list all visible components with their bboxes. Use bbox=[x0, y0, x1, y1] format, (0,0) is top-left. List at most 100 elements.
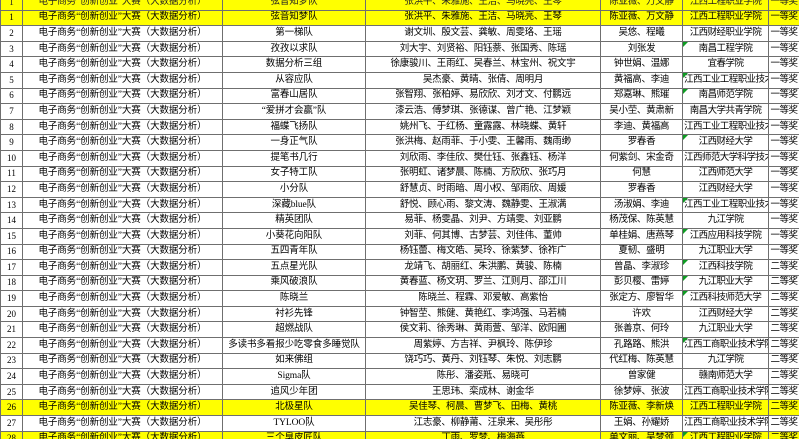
table-row[interactable]: 22 电子商务“创新创业”大赛（大数据分析） 多读书多看报少吃零食多睡觉队 周紫婷、方… bbox=[0, 337, 799, 354]
cell-ins[interactable]: 刘张发 bbox=[600, 40, 683, 58]
cell-idx[interactable]: 24 bbox=[0, 368, 23, 385]
cell-idx[interactable]: 1 bbox=[0, 0, 23, 11]
table-row[interactable]: 27 电子商务“创新创业”大赛（大数据分析） TYLOO队 江志豪、柳静莆、汪泉来、吴… bbox=[0, 415, 799, 432]
cell-sch[interactable]: 赣南师范大学 bbox=[682, 368, 769, 385]
cell-comp[interactable]: 电子商务“创新创业”大赛（大数据分析） bbox=[22, 430, 223, 439]
cell-awd[interactable]: 一等奖 bbox=[768, 0, 799, 11]
cell-sch[interactable]: 九江职业大学 bbox=[682, 243, 769, 261]
cell-team[interactable]: 多读书多看报少吃零食多睡觉队 bbox=[222, 337, 366, 354]
table-row[interactable]: 8 电子商务“创新创业”大赛（大数据分析） 福蝶飞扬队 姚州飞、于红杨、童露露、林晓蝶… bbox=[0, 118, 799, 136]
cell-team[interactable]: 小葵花向阳队 bbox=[222, 227, 366, 245]
cell-team[interactable]: 精英团队 bbox=[222, 212, 366, 229]
cell-sch[interactable]: 九江学院 bbox=[682, 352, 769, 370]
cell-ins[interactable]: 许欢 bbox=[600, 305, 683, 323]
cell-comp[interactable]: 电子商务“创新创业”大赛（大数据分析） bbox=[22, 399, 223, 417]
table-row[interactable]: 4 电子商务“创新创业”大赛（大数据分析） 数据分析三组 徐康骏川、王雨红、吴春兰、林… bbox=[0, 56, 799, 73]
cell-mem[interactable]: 侯文莉、徐秀琳、黄雨萱、邹洋、欧阳圃 bbox=[365, 321, 601, 339]
table-row[interactable]: 19 电子商务“创新创业”大赛（大数据分析） 陈晓兰 陈晓兰、程霖、邓爱敏、高紫怡 张定… bbox=[0, 290, 799, 307]
cell-mem[interactable]: 吴佳琴、柯晨、曹梦飞、田梅、黄桃 bbox=[365, 399, 601, 417]
cell-team[interactable]: 追风少年团 bbox=[222, 383, 366, 401]
cell-ins[interactable]: 陈亚薇、万文静 bbox=[600, 0, 683, 11]
table-row[interactable]: 16 电子商务“创新创业”大赛（大数据分析） 五四青年队 杨钰蕾、梅文皓、吴玲、徐紫梦… bbox=[0, 243, 799, 261]
cell-ins[interactable]: 代红梅、陈英慧 bbox=[600, 352, 683, 370]
cell-team[interactable]: 深藏blue队 bbox=[222, 196, 366, 214]
cell-team[interactable]: 北极星队 bbox=[222, 399, 366, 417]
cell-team[interactable]: 如来佛组 bbox=[222, 352, 366, 370]
cell-sch[interactable]: 南昌师范学院 bbox=[682, 87, 769, 105]
cell-ins[interactable]: 杨茂保、陈英慧 bbox=[600, 212, 683, 229]
cell-team[interactable]: TYLOO队 bbox=[222, 415, 366, 432]
table-row[interactable]: 21 电子商务“创新创业”大赛（大数据分析） 超燃战队 侯文莉、徐秀琳、黄雨萱、邹洋、… bbox=[0, 321, 799, 339]
cell-awd[interactable]: 一等奖 bbox=[768, 9, 799, 27]
cell-sch[interactable]: 江西师范大学 bbox=[682, 165, 769, 183]
table-row[interactable]: 2 电子商务“创新创业”大赛（大数据分析） 第一梯队 谢文圳、殷文芸、龚敏、周雯珞、王… bbox=[0, 25, 799, 42]
cell-idx[interactable]: 10 bbox=[0, 149, 23, 167]
cell-idx[interactable]: 19 bbox=[0, 290, 23, 307]
cell-team[interactable]: 孜孜以求队 bbox=[222, 40, 366, 58]
cell-sch[interactable]: 江西工程职业学院 bbox=[682, 430, 769, 439]
cell-idx[interactable]: 23 bbox=[0, 352, 23, 370]
table-row[interactable]: 12 电子商务“创新创业”大赛（大数据分析） 小分队 舒慧贞、时雨暗、周小权、邹雨欣、… bbox=[0, 181, 799, 198]
cell-awd[interactable]: 一等奖 bbox=[768, 71, 799, 89]
cell-idx[interactable]: 22 bbox=[0, 337, 23, 354]
cell-mem[interactable]: 刘大宇、刘贤裕、阳钰萘、张国秀、陈瑶 bbox=[365, 40, 601, 58]
cell-awd[interactable]: 二等奖 bbox=[768, 430, 799, 439]
table-row[interactable]: 1 电子商务“创新创业”大赛（大数据分析） 弦音知梦队 张洪平、朱雅施、王洁、马晓亮、… bbox=[0, 0, 799, 11]
cell-comp[interactable]: 电子商务“创新创业”大赛（大数据分析） bbox=[22, 227, 223, 245]
cell-sch[interactable]: 江西科技师范大学 bbox=[682, 290, 769, 307]
cell-comp[interactable]: 电子商务“创新创业”大赛（大数据分析） bbox=[22, 40, 223, 58]
cell-team[interactable]: 超燃战队 bbox=[222, 321, 366, 339]
cell-team[interactable]: 小分队 bbox=[222, 181, 366, 198]
cell-sch[interactable]: 江西工商职业技术学院 bbox=[682, 337, 769, 354]
cell-awd[interactable]: 一等奖 bbox=[768, 196, 799, 214]
cell-sch[interactable]: 江西工商职业技术学院 bbox=[682, 415, 769, 432]
cell-ins[interactable]: 彭贝樱、雷婷 bbox=[600, 274, 683, 292]
cell-ins[interactable]: 罗春香 bbox=[600, 134, 683, 151]
cell-idx[interactable]: 15 bbox=[0, 227, 23, 245]
cell-awd[interactable]: 二等奖 bbox=[768, 259, 799, 276]
cell-mem[interactable]: 谢文圳、殷文芸、龚敏、周雯珞、王瑶 bbox=[365, 25, 601, 42]
cell-comp[interactable]: 电子商务“创新创业”大赛（大数据分析） bbox=[22, 305, 223, 323]
cell-awd[interactable]: 二等奖 bbox=[768, 352, 799, 370]
table-row[interactable]: 20 电子商务“创新创业”大赛（大数据分析） 衬衫先锋 钟智茔、熊健、黄艳红、李鸿强、… bbox=[0, 305, 799, 323]
cell-team[interactable]: 乘风破浪队 bbox=[222, 274, 366, 292]
table-row[interactable]: 11 电子商务“创新创业”大赛（大数据分析） 女子特工队 张明虹、诸梦晨、陈楠、方欣欣… bbox=[0, 165, 799, 183]
cell-mem[interactable]: 饶巧巧、黄丹、刘钰琴、朱悦、刘志鹏 bbox=[365, 352, 601, 370]
cell-team[interactable]: 五四青年队 bbox=[222, 243, 366, 261]
cell-mem[interactable]: 舒慧贞、时雨暗、周小权、邹雨欣、周媛 bbox=[365, 181, 601, 198]
cell-comp[interactable]: 电子商务“创新创业”大赛（大数据分析） bbox=[22, 259, 223, 276]
cell-awd[interactable]: 二等奖 bbox=[768, 368, 799, 385]
table-row[interactable]: 6 电子商务“创新创业”大赛（大数据分析） 富春山居队 张智翔、张柏婷、易欣欣、刘才文… bbox=[0, 87, 799, 105]
cell-sch[interactable]: 江西工程职业学院 bbox=[682, 9, 769, 27]
cell-comp[interactable]: 电子商务“创新创业”大赛（大数据分析） bbox=[22, 337, 223, 354]
cell-awd[interactable]: 二等奖 bbox=[768, 383, 799, 401]
cell-comp[interactable]: 电子商务“创新创业”大赛（大数据分析） bbox=[22, 87, 223, 105]
cell-awd[interactable]: 一等奖 bbox=[768, 87, 799, 105]
cell-comp[interactable]: 电子商务“创新创业”大赛（大数据分析） bbox=[22, 290, 223, 307]
cell-ins[interactable]: 曾家健 bbox=[600, 368, 683, 385]
cell-awd[interactable]: 一等奖 bbox=[768, 134, 799, 151]
cell-sch[interactable]: 江西工程职业学院 bbox=[682, 0, 769, 11]
cell-idx[interactable]: 6 bbox=[0, 87, 23, 105]
cell-mem[interactable]: 杨钰蕾、梅文皓、吴玲、徐紫梦、徐祚广 bbox=[365, 243, 601, 261]
cell-team[interactable]: 数据分析三组 bbox=[222, 56, 366, 73]
cell-sch[interactable]: 江西师范大学科学技术学院 bbox=[682, 149, 769, 167]
cell-mem[interactable]: 张洪平、朱雅施、王洁、马晓亮、王琴 bbox=[365, 9, 601, 27]
table-row[interactable]: 23 电子商务“创新创业”大赛（大数据分析） 如来佛组 饶巧巧、黄丹、刘钰琴、朱悦、刘… bbox=[0, 352, 799, 370]
cell-mem[interactable]: 漆云浩、傅梦琪、张德谋、曾广艳、江梦颖 bbox=[365, 103, 601, 120]
cell-idx[interactable]: 7 bbox=[0, 103, 23, 120]
cell-idx[interactable]: 28 bbox=[0, 430, 23, 439]
cell-mem[interactable]: 丁雨、罗梦、梅海燕 bbox=[365, 430, 601, 439]
cell-mem[interactable]: 张明虹、诸梦晨、陈楠、方欣欣、张巧月 bbox=[365, 165, 601, 183]
cell-mem[interactable]: 黄春蓝、杨文玥、罗兰、江则月、邵江川 bbox=[365, 274, 601, 292]
cell-idx[interactable]: 9 bbox=[0, 134, 23, 151]
cell-awd[interactable]: 一等奖 bbox=[768, 227, 799, 245]
cell-mem[interactable]: 舒悦、顾心雨、黎文涛、魏静雯、王淑满 bbox=[365, 196, 601, 214]
cell-ins[interactable]: 何紫剑、宋金奇 bbox=[600, 149, 683, 167]
cell-team[interactable]: 陈晓兰 bbox=[222, 290, 366, 307]
cell-comp[interactable]: 电子商务“创新创业”大赛（大数据分析） bbox=[22, 274, 223, 292]
cell-mem[interactable]: 周紫婷、方吉祥、尹枫玲、陈伊珍 bbox=[365, 337, 601, 354]
cell-sch[interactable]: 宜春学院 bbox=[682, 56, 769, 73]
table-row[interactable]: 15 电子商务“创新创业”大赛（大数据分析） 小葵花向阳队 刘菲、何其博、古梦芸、刘佳… bbox=[0, 227, 799, 245]
table-row[interactable]: 5 电子商务“创新创业”大赛（大数据分析） 从容应队 吴杰豪、黄晴、张倩、周明月 黄福高… bbox=[0, 71, 799, 89]
